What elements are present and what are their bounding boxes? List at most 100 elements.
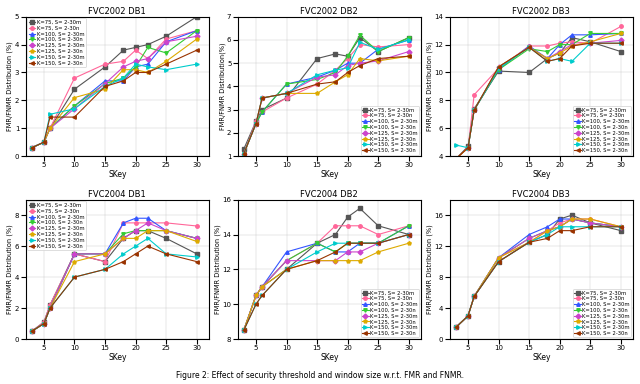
K=75, S= 2-30m — [259, 108, 266, 112]
K=150, S= 2-30m — [40, 140, 48, 144]
Line: K=125, S= 2-30n: K=125, S= 2-30n — [242, 242, 410, 332]
K=100, S= 2-30n — [46, 126, 54, 131]
K=150, S= 2-30m — [556, 225, 564, 229]
K=100, S= 2-30n — [144, 228, 152, 233]
Y-axis label: FMR/FNMR Distribution (%): FMR/FNMR Distribution (%) — [426, 41, 433, 131]
K=100, S= 2-30n — [470, 294, 478, 299]
K=100, S= 2-30m — [617, 31, 625, 36]
Line: K=75, S= 2-30n: K=75, S= 2-30n — [242, 43, 410, 156]
K=75, S= 2-30n — [543, 44, 551, 48]
K=125, S= 2-30m — [495, 65, 502, 69]
K=125, S= 2-30m — [259, 285, 266, 289]
K=75, S= 2-30n — [344, 56, 351, 61]
K=75, S= 2-30n — [313, 82, 321, 86]
K=125, S= 2-30m — [40, 321, 48, 326]
K=150, S= 2-30n — [556, 228, 564, 233]
K=125, S= 2-30n — [617, 31, 625, 36]
K=75, S= 2-30m — [144, 42, 152, 47]
K=150, S= 2-30m — [70, 275, 78, 280]
K=150, S= 2-30m — [617, 225, 625, 229]
K=75, S= 2-30m — [470, 106, 478, 111]
Line: K=125, S= 2-30m: K=125, S= 2-30m — [30, 35, 198, 149]
K=125, S= 2-30m — [452, 325, 460, 330]
K=100, S= 2-30n — [101, 252, 109, 256]
K=100, S= 2-30n — [240, 328, 248, 333]
K=100, S= 2-30m — [120, 220, 127, 225]
K=100, S= 2-30n — [120, 232, 127, 236]
K=150, S= 2-30n — [568, 44, 576, 48]
K=150, S= 2-30m — [568, 225, 576, 229]
K=100, S= 2-30n — [452, 157, 460, 161]
Y-axis label: FMR/FNMR Distribution(%): FMR/FNMR Distribution(%) — [219, 43, 225, 130]
K=100, S= 2-30n — [356, 241, 364, 245]
K=100, S= 2-30m — [144, 216, 152, 220]
K=100, S= 2-30n — [374, 49, 382, 54]
K=100, S= 2-30n — [28, 329, 36, 334]
K=125, S= 2-30n — [452, 157, 460, 161]
K=75, S= 2-30m — [240, 328, 248, 333]
K=75, S= 2-30m — [356, 206, 364, 211]
K=75, S= 2-30n — [495, 66, 502, 71]
K=150, S= 2-30n — [617, 225, 625, 229]
Line: K=75, S= 2-30m: K=75, S= 2-30m — [454, 36, 623, 161]
K=75, S= 2-30n — [405, 223, 413, 228]
K=125, S= 2-30n — [144, 70, 152, 75]
K=75, S= 2-30m — [28, 146, 36, 150]
Line: K=150, S= 2-30m: K=150, S= 2-30m — [454, 225, 623, 329]
K=150, S= 2-30n — [28, 329, 36, 334]
K=125, S= 2-30n — [332, 258, 339, 263]
Line: K=75, S= 2-30n: K=75, S= 2-30n — [30, 29, 198, 149]
K=125, S= 2-30n — [556, 51, 564, 55]
K=75, S= 2-30m — [568, 213, 576, 217]
K=125, S= 2-30n — [46, 126, 54, 131]
K=150, S= 2-30m — [356, 40, 364, 45]
K=125, S= 2-30n — [240, 152, 248, 156]
Line: K=150, S= 2-30n: K=150, S= 2-30n — [30, 48, 198, 149]
K=75, S= 2-30n — [70, 252, 78, 256]
K=75, S= 2-30m — [193, 252, 200, 256]
K=125, S= 2-30n — [120, 67, 127, 72]
Line: K=125, S= 2-30n: K=125, S= 2-30n — [454, 217, 623, 329]
K=75, S= 2-30n — [120, 59, 127, 64]
K=75, S= 2-30n — [240, 328, 248, 333]
K=100, S= 2-30n — [46, 306, 54, 310]
K=100, S= 2-30n — [144, 45, 152, 50]
K=100, S= 2-30n — [163, 51, 170, 55]
K=125, S= 2-30m — [374, 59, 382, 63]
K=150, S= 2-30m — [252, 302, 260, 306]
K=100, S= 2-30m — [405, 223, 413, 228]
K=100, S= 2-30m — [405, 38, 413, 42]
Legend: K=75, S= 2-30m, K=75, S= 2-30n, K=100, S= 2-30m, K=100, S= 2-30n, K=125, S= 2-30: K=75, S= 2-30m, K=75, S= 2-30n, K=100, S… — [361, 106, 419, 154]
K=100, S= 2-30m — [568, 217, 576, 221]
K=150, S= 2-30n — [405, 232, 413, 237]
K=125, S= 2-30n — [586, 40, 594, 44]
K=100, S= 2-30m — [240, 328, 248, 333]
K=100, S= 2-30m — [495, 67, 502, 72]
K=125, S= 2-30n — [240, 328, 248, 333]
K=125, S= 2-30m — [543, 228, 551, 233]
K=100, S= 2-30m — [101, 79, 109, 83]
K=150, S= 2-30n — [240, 328, 248, 333]
K=125, S= 2-30m — [356, 250, 364, 254]
Legend: K=75, S= 2-30m, K=75, S= 2-30n, K=100, S= 2-30m, K=100, S= 2-30n, K=125, S= 2-30: K=75, S= 2-30m, K=75, S= 2-30n, K=100, S… — [27, 201, 86, 250]
K=75, S= 2-30m — [283, 96, 291, 100]
K=100, S= 2-30m — [313, 75, 321, 79]
K=75, S= 2-30n — [464, 313, 472, 318]
K=75, S= 2-30m — [374, 49, 382, 54]
K=125, S= 2-30m — [452, 157, 460, 161]
K=125, S= 2-30n — [374, 59, 382, 63]
K=75, S= 2-30n — [332, 223, 339, 228]
K=100, S= 2-30m — [617, 225, 625, 229]
K=150, S= 2-30m — [313, 250, 321, 254]
K=150, S= 2-30m — [405, 38, 413, 42]
K=75, S= 2-30m — [556, 51, 564, 55]
Line: K=100, S= 2-30m: K=100, S= 2-30m — [30, 217, 198, 333]
K=100, S= 2-30m — [240, 152, 248, 156]
K=125, S= 2-30n — [586, 217, 594, 221]
K=125, S= 2-30m — [344, 63, 351, 68]
K=150, S= 2-30n — [344, 241, 351, 245]
K=125, S= 2-30m — [40, 140, 48, 144]
K=75, S= 2-30n — [252, 293, 260, 298]
K=125, S= 2-30n — [313, 258, 321, 263]
K=75, S= 2-30m — [556, 217, 564, 221]
